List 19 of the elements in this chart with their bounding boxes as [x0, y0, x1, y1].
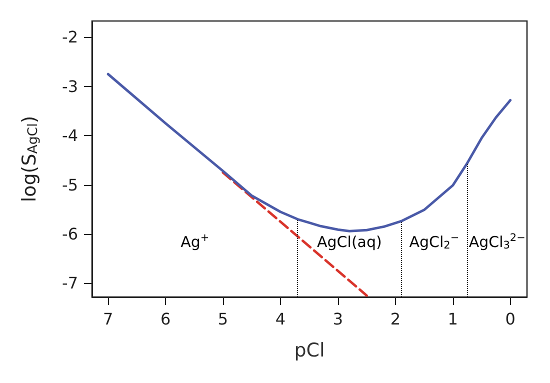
- x-tick-label: 6: [160, 310, 171, 328]
- y-tick-label: -3: [62, 76, 78, 96]
- x-tick-label: 7: [102, 310, 114, 328]
- annotation: AgCl(aq): [317, 232, 382, 251]
- x-tick-label: 0: [505, 310, 516, 328]
- x-tick-label: 2: [390, 310, 400, 328]
- x-axis-title: pCl: [294, 340, 325, 362]
- x-tick-label: 4: [275, 310, 286, 328]
- y-tick-label: -2: [62, 28, 78, 47]
- y-tick-label: -5: [62, 175, 78, 194]
- x-tick-label: 3: [332, 310, 344, 328]
- x-tick-label: 5: [218, 310, 228, 328]
- annotation: Ag+: [180, 232, 210, 251]
- x-tick-label: 1: [448, 310, 458, 328]
- y-axis-title: log(SAgCl): [18, 116, 41, 202]
- y-tick-label: -6: [62, 224, 78, 244]
- line-series: [106, 72, 512, 232]
- y-tick-label: -7: [62, 274, 78, 293]
- y-tick-label: -4: [62, 126, 78, 146]
